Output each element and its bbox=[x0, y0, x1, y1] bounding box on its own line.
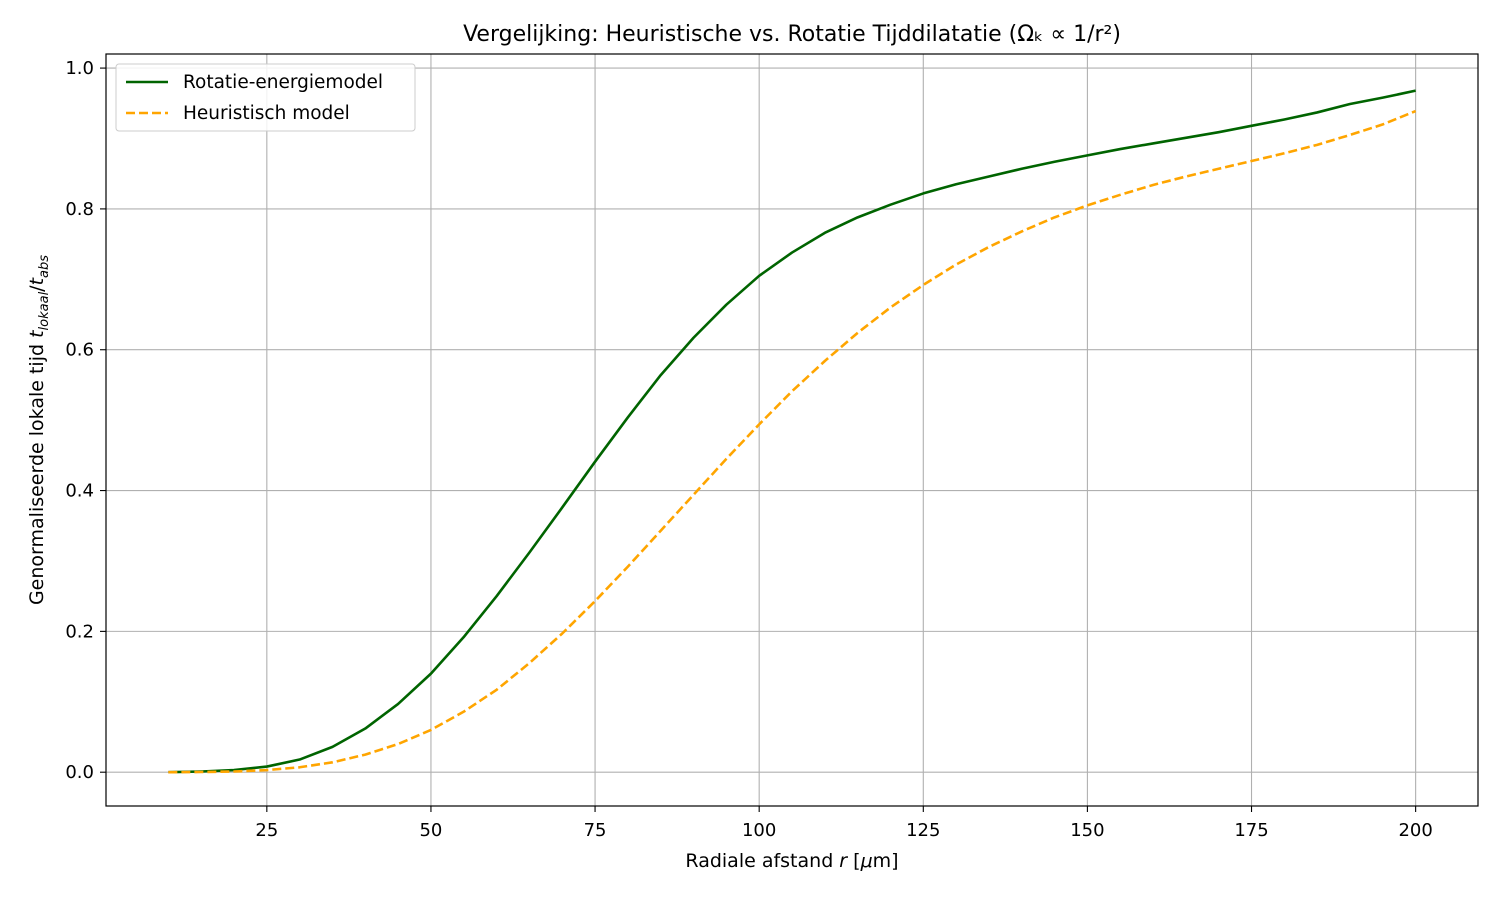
y-axis-title-slash: / bbox=[26, 285, 48, 292]
y-axis-title-sub2: abs bbox=[37, 255, 52, 278]
y-axis-title-prefix: Genormaliseerde lokale tijd bbox=[26, 338, 48, 605]
x-tick-label: 200 bbox=[1398, 820, 1432, 841]
series-line-rotatie-energiemodel bbox=[168, 89, 1416, 774]
series-line-heuristisch-model bbox=[168, 109, 1417, 774]
y-tick-label: 0.4 bbox=[65, 481, 94, 502]
x-axis-ticks: 25 50 75 100 125 150 175 200 bbox=[255, 806, 1433, 841]
x-tick-label: 150 bbox=[1070, 820, 1104, 841]
legend-label-heuristisch-model: Heuristisch model bbox=[183, 103, 350, 124]
chart-title: Vergelijking: Heuristische vs. Rotatie T… bbox=[463, 22, 1121, 47]
x-tick-label: 75 bbox=[584, 820, 607, 841]
x-axis-title-variable: r bbox=[839, 850, 848, 872]
y-tick-label: 1.0 bbox=[65, 58, 94, 79]
x-axis-title-bracket: [ bbox=[847, 850, 860, 872]
x-tick-label: 25 bbox=[255, 820, 278, 841]
legend: Rotatie-energiemodel Heuristisch model bbox=[115, 63, 416, 132]
plot-frame bbox=[105, 53, 1479, 807]
plot-area bbox=[106, 54, 1478, 806]
y-tick-label: 0.8 bbox=[65, 199, 94, 220]
x-axis-title-prefix: Radiale afstand bbox=[685, 850, 839, 872]
grid bbox=[106, 54, 1478, 806]
x-axis-title: Radiale afstand r [μm] bbox=[685, 850, 898, 872]
y-axis-title-t2: t bbox=[26, 276, 48, 285]
x-axis-title-unit-rest: m] bbox=[873, 850, 899, 872]
x-tick-label: 175 bbox=[1234, 820, 1268, 841]
x-tick-label: 125 bbox=[906, 820, 940, 841]
y-tick-label: 0.0 bbox=[65, 762, 94, 783]
y-tick-label: 0.6 bbox=[65, 340, 94, 361]
legend-label-rotatie-energiemodel: Rotatie-energiemodel bbox=[183, 72, 383, 93]
y-axis-title-sub1: lokaal bbox=[37, 291, 52, 330]
series-lines bbox=[168, 89, 1417, 774]
y-axis-title-t1: t bbox=[26, 329, 48, 338]
y-axis-title: Genormaliseerde lokale tijd tlokaal/tabs bbox=[26, 255, 52, 605]
x-tick-label: 50 bbox=[419, 820, 442, 841]
legend-box bbox=[115, 63, 416, 132]
y-axis-ticks: 0.0 0.2 0.4 0.6 0.8 1.0 bbox=[65, 58, 106, 783]
x-tick-label: 100 bbox=[742, 820, 776, 841]
x-axis-title-unit-mu: μ bbox=[860, 850, 873, 872]
y-tick-label: 0.2 bbox=[65, 621, 94, 642]
